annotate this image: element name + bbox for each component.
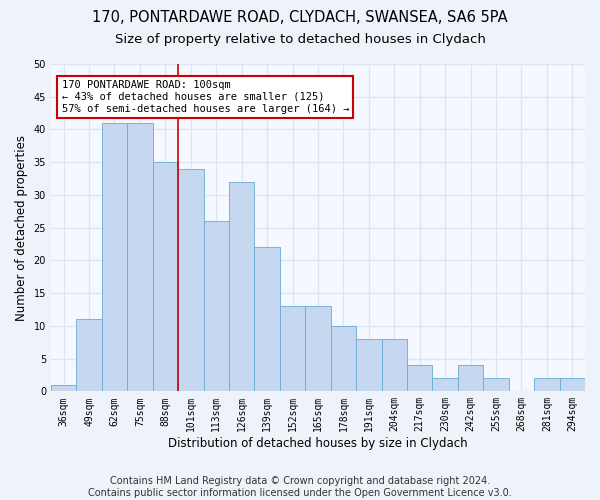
- Bar: [356, 339, 382, 392]
- Bar: [534, 378, 560, 392]
- Bar: [560, 378, 585, 392]
- Bar: [203, 221, 229, 392]
- Bar: [483, 378, 509, 392]
- Bar: [76, 320, 102, 392]
- Bar: [407, 365, 433, 392]
- Bar: [178, 168, 203, 392]
- Text: 170 PONTARDAWE ROAD: 100sqm
← 43% of detached houses are smaller (125)
57% of se: 170 PONTARDAWE ROAD: 100sqm ← 43% of det…: [62, 80, 349, 114]
- Bar: [254, 248, 280, 392]
- Bar: [458, 365, 483, 392]
- Text: Contains HM Land Registry data © Crown copyright and database right 2024.
Contai: Contains HM Land Registry data © Crown c…: [88, 476, 512, 498]
- Bar: [433, 378, 458, 392]
- Bar: [305, 306, 331, 392]
- X-axis label: Distribution of detached houses by size in Clydach: Distribution of detached houses by size …: [168, 437, 468, 450]
- Bar: [152, 162, 178, 392]
- Bar: [102, 123, 127, 392]
- Y-axis label: Number of detached properties: Number of detached properties: [15, 134, 28, 320]
- Bar: [280, 306, 305, 392]
- Bar: [51, 385, 76, 392]
- Bar: [127, 123, 152, 392]
- Bar: [331, 326, 356, 392]
- Text: Size of property relative to detached houses in Clydach: Size of property relative to detached ho…: [115, 32, 485, 46]
- Text: 170, PONTARDAWE ROAD, CLYDACH, SWANSEA, SA6 5PA: 170, PONTARDAWE ROAD, CLYDACH, SWANSEA, …: [92, 10, 508, 25]
- Bar: [229, 182, 254, 392]
- Bar: [382, 339, 407, 392]
